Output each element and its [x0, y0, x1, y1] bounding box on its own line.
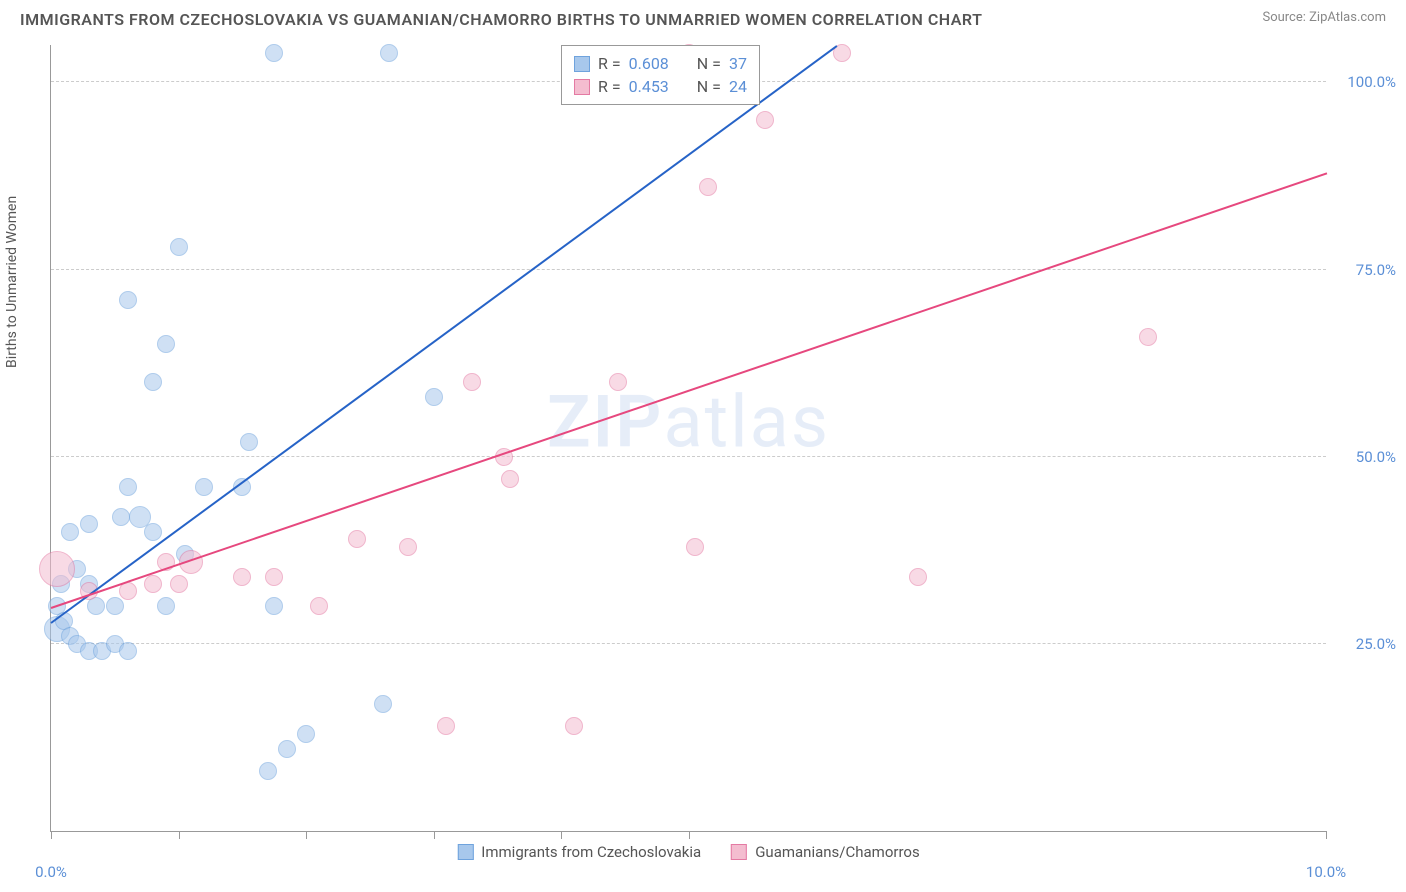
legend-r-value: 0.608	[629, 54, 669, 73]
scatter-point	[170, 575, 188, 593]
x-tick	[1326, 831, 1327, 839]
scatter-point	[399, 538, 417, 556]
scatter-point	[195, 478, 213, 496]
legend-n-value: 37	[729, 54, 747, 73]
scatter-point	[157, 335, 175, 353]
legend-series-label: Guamanians/Chamorros	[755, 843, 919, 861]
scatter-point	[144, 523, 162, 541]
chart-title: IMMIGRANTS FROM CZECHOSLOVAKIA VS GUAMAN…	[20, 10, 982, 29]
x-tick-label: 0.0%	[35, 863, 67, 881]
scatter-point	[144, 575, 162, 593]
scatter-point	[112, 508, 130, 526]
scatter-point	[756, 111, 774, 129]
scatter-point	[565, 717, 583, 735]
scatter-point	[265, 597, 283, 615]
scatter-point	[265, 44, 283, 62]
scatter-point	[265, 568, 283, 586]
scatter-point	[170, 238, 188, 256]
gridline: 75.0%	[51, 269, 1326, 270]
scatter-point	[374, 695, 392, 713]
gridline: 50.0%	[51, 456, 1326, 457]
y-axis-label: Births to Unmarried Women	[4, 196, 20, 368]
scatter-point	[61, 523, 79, 541]
scatter-point	[501, 470, 519, 488]
scatter-point	[259, 762, 277, 780]
legend-swatch	[574, 79, 590, 95]
legend-r-label: R =	[598, 77, 621, 96]
scatter-point	[157, 597, 175, 615]
legend-n-value: 24	[729, 77, 747, 96]
legend-item: Guamanians/Chamorros	[731, 843, 919, 861]
scatter-point	[278, 740, 296, 758]
legend-r-label: R =	[598, 54, 621, 73]
legend-swatch	[574, 56, 590, 72]
scatter-point	[106, 597, 124, 615]
legend-series-label: Immigrants from Czechoslovakia	[481, 843, 701, 861]
scatter-point	[699, 178, 717, 196]
scatter-point	[686, 538, 704, 556]
series-legend: Immigrants from Czechoslovakia Guamanians…	[457, 843, 919, 861]
scatter-point	[119, 582, 137, 600]
source-attribution: Source: ZipAtlas.com	[1262, 10, 1386, 25]
scatter-point	[348, 530, 366, 548]
scatter-point	[425, 388, 443, 406]
scatter-point	[119, 642, 137, 660]
plot-area: ZIPatlas 25.0%50.0%75.0%100.0% 0.0%10.0%…	[50, 45, 1326, 832]
y-tick-label: 75.0%	[1336, 261, 1396, 279]
scatter-point	[1139, 328, 1157, 346]
y-tick-label: 25.0%	[1336, 635, 1396, 653]
scatter-point	[119, 291, 137, 309]
scatter-point	[240, 433, 258, 451]
legend-swatch	[457, 844, 473, 860]
legend-n-label: N =	[697, 77, 721, 96]
trend-line	[50, 45, 837, 624]
correlation-legend: R = 0.608 N = 37 R = 0.453 N = 24	[561, 45, 760, 105]
x-tick	[306, 831, 307, 839]
scatter-point	[39, 551, 75, 587]
scatter-point	[437, 717, 455, 735]
legend-row: R = 0.608 N = 37	[574, 52, 747, 75]
x-tick-label: 10.0%	[1306, 863, 1346, 881]
scatter-point	[119, 478, 137, 496]
x-tick	[179, 831, 180, 839]
scatter-point	[463, 373, 481, 391]
x-tick	[51, 831, 52, 839]
scatter-point	[909, 568, 927, 586]
legend-swatch	[731, 844, 747, 860]
legend-r-value: 0.453	[629, 77, 669, 96]
scatter-point	[144, 373, 162, 391]
chart-container: IMMIGRANTS FROM CZECHOSLOVAKIA VS GUAMAN…	[0, 0, 1406, 892]
y-tick-label: 100.0%	[1336, 73, 1396, 91]
legend-row: R = 0.453 N = 24	[574, 75, 747, 98]
legend-n-label: N =	[697, 54, 721, 73]
legend-item: Immigrants from Czechoslovakia	[457, 843, 701, 861]
scatter-point	[609, 373, 627, 391]
scatter-point	[233, 568, 251, 586]
scatter-point	[80, 515, 98, 533]
gridline: 25.0%	[51, 643, 1326, 644]
x-tick	[434, 831, 435, 839]
x-tick	[561, 831, 562, 839]
y-tick-label: 50.0%	[1336, 448, 1396, 466]
scatter-point	[380, 44, 398, 62]
scatter-point	[310, 597, 328, 615]
scatter-point	[297, 725, 315, 743]
x-tick	[689, 831, 690, 839]
